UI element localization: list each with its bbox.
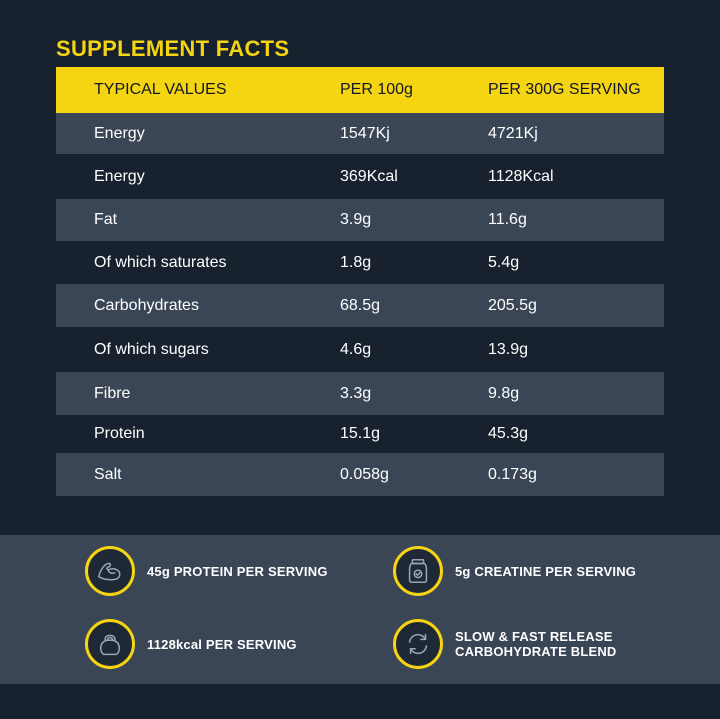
nutrient-name: Fat [94, 211, 118, 228]
feature-calories: 1128kcal PER SERVING [85, 619, 297, 669]
table-row: Fibre 3.3g 9.8g [56, 372, 664, 415]
table-row: Of which sugars 4.6g 13.9g [56, 327, 664, 372]
header-typical-values: TYPICAL VALUES [94, 81, 227, 98]
per-serving-value: 11.6g [488, 211, 527, 228]
per-serving-value: 0.173g [488, 465, 537, 483]
per-100g-value: 15.1g [340, 425, 381, 442]
per-100g-value: 3.9g [340, 211, 372, 228]
per-100g-value: 3.3g [340, 384, 372, 402]
header-per-100g: PER 100g [340, 81, 413, 98]
table-row: Of which saturates 1.8g 5.4g [56, 241, 664, 284]
muscle-arm-icon [85, 546, 135, 596]
per-serving-value: 4721Kj [488, 124, 538, 142]
header-per-serving: PER 300G SERVING [488, 81, 641, 98]
per-100g-value: 1.8g [340, 253, 372, 271]
nutrient-name: Energy [94, 167, 145, 185]
nutrient-name: Fibre [94, 384, 131, 402]
per-serving-value: 1128Kcal [488, 167, 554, 185]
table-row: Protein 15.1g 45.3g [56, 415, 664, 453]
cycle-arrows-icon [393, 619, 443, 669]
nutrient-name: Protein [94, 425, 145, 442]
table-row: Energy 1547Kj 4721Kj [56, 113, 664, 154]
features-panel: 45g PROTEIN PER SERVING 5g CREATINE PER … [0, 535, 720, 684]
per-100g-value: 68.5g [340, 296, 381, 314]
feature-carb-blend: SLOW & FAST RELEASE CARBOHYDRATE BLEND [393, 619, 617, 669]
nutrient-name: Energy [94, 124, 145, 142]
kettlebell-icon [85, 619, 135, 669]
nutrient-name: Carbohydrates [94, 296, 199, 314]
table-header-row: TYPICAL VALUES PER 100g PER 300G SERVING [56, 67, 664, 113]
supplement-tub-icon [393, 546, 443, 596]
nutrient-name: Of which saturates [94, 253, 227, 271]
nutrition-table: TYPICAL VALUES PER 100g PER 300G SERVING… [56, 67, 664, 496]
feature-protein: 45g PROTEIN PER SERVING [85, 546, 328, 596]
per-100g-value: 0.058g [340, 465, 389, 483]
per-100g-value: 1547Kj [340, 124, 390, 142]
per-100g-value: 369Kcal [340, 167, 398, 185]
per-serving-value: 9.8g [488, 384, 520, 402]
nutrient-name: Of which sugars [94, 340, 209, 358]
page-title: SUPPLEMENT FACTS [56, 36, 290, 61]
feature-label: 5g CREATINE PER SERVING [455, 563, 637, 579]
table-row: Fat 3.9g 11.6g [56, 199, 664, 241]
per-serving-value: 205.5g [488, 296, 537, 314]
table-row: Carbohydrates 68.5g 205.5g [56, 284, 664, 327]
per-serving-value: 13.9g [488, 340, 529, 358]
feature-label: 45g PROTEIN PER SERVING [147, 563, 328, 579]
per-serving-value: 45.3g [488, 425, 529, 442]
table-row: Energy 369Kcal 1128Kcal [56, 154, 664, 199]
table-row: Salt 0.058g 0.173g [56, 453, 664, 496]
feature-label: 1128kcal PER SERVING [147, 636, 297, 652]
nutrient-name: Salt [94, 465, 122, 483]
per-serving-value: 5.4g [488, 253, 520, 271]
feature-creatine: 5g CREATINE PER SERVING [393, 546, 636, 596]
feature-label: SLOW & FAST RELEASE CARBOHYDRATE BLEND [455, 629, 617, 659]
per-100g-value: 4.6g [340, 340, 372, 358]
